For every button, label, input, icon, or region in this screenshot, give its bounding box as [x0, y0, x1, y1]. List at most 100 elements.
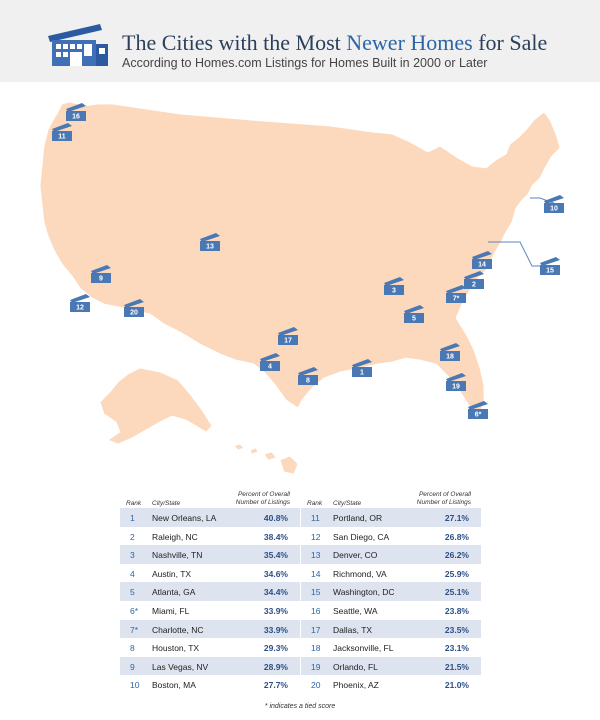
rank-cell: 15: [311, 587, 321, 598]
house-marker-icon: [260, 361, 280, 371]
marker-label: 20: [130, 310, 138, 317]
city-marker: 13: [200, 233, 220, 251]
marker-label: 5: [412, 316, 416, 323]
city-marker: 8: [298, 367, 318, 385]
house-marker-icon: [66, 111, 86, 121]
rankings-table-right: Rank City/State Percent of Overall Number…: [301, 488, 481, 694]
percent-cell: 25.1%: [444, 587, 469, 598]
house-marker-icon: [446, 381, 466, 391]
table-row: 16 Seattle, WA 23.8%: [301, 600, 481, 620]
city-header: City/State: [333, 500, 362, 507]
city-marker: 6*: [468, 401, 488, 419]
table-row: 3 Nashville, TN 35.4%: [120, 545, 300, 564]
table-row: 17 Dallas, TX 23.5%: [301, 619, 481, 639]
house-marker-roof-icon: [404, 305, 424, 314]
city-cell: Washington, DC: [333, 587, 395, 598]
house-marker-icon: [544, 203, 564, 213]
percent-cell: 23.1%: [444, 643, 469, 654]
house-marker-roof-icon: [540, 257, 560, 266]
table-row: 20 Phoenix, AZ 21.0%: [301, 675, 481, 694]
house-marker-icon: [91, 273, 111, 283]
percent-cell: 27.1%: [444, 513, 469, 523]
house-marker-roof-icon: [91, 265, 111, 274]
city-marker: 17: [278, 327, 298, 345]
alaska-landmass: [99, 367, 213, 445]
table-row: 8 Houston, TX 29.3%: [120, 638, 300, 657]
marker-label: 7*: [453, 296, 460, 303]
house-marker-icon: [52, 131, 72, 141]
marker-label: 15: [546, 268, 554, 275]
city-marker: 15: [540, 257, 560, 275]
house-marker-icon: [440, 351, 460, 361]
marker-label: 4: [268, 364, 272, 371]
rank-cell: 11: [311, 513, 320, 523]
city-marker: 20: [124, 299, 144, 317]
rank-cell: 3: [130, 550, 135, 561]
house-marker-icon: [468, 409, 488, 419]
city-marker: 7*: [446, 285, 466, 303]
house-marker-icon: [70, 302, 90, 312]
city-marker: 1: [352, 359, 372, 377]
city-cell: Miami, FL: [152, 605, 190, 616]
house-marker-roof-icon: [278, 327, 298, 336]
marker-label: 13: [206, 244, 214, 251]
marker-label: 2: [472, 282, 476, 289]
rank-header: Rank: [307, 500, 323, 507]
rank-cell: 20: [311, 680, 321, 691]
city-cell: Raleigh, NC: [152, 531, 198, 542]
house-marker-icon: [200, 241, 220, 251]
city-cell: San Diego, CA: [333, 531, 390, 542]
percent-cell: 23.5%: [444, 624, 469, 635]
rank-cell: 7*: [130, 624, 139, 635]
rank-cell: 16: [311, 605, 321, 616]
city-cell: Charlotte, NC: [152, 624, 204, 635]
house-marker-roof-icon: [200, 233, 220, 242]
rankings-table-left: Rank City/State Percent of Overall Number…: [120, 488, 300, 694]
house-marker-icon: [446, 293, 466, 303]
house-marker-icon: [352, 367, 372, 377]
marker-label: 9: [99, 276, 103, 283]
hawaii-landmass: [233, 443, 299, 475]
city-cell: Las Vegas, NV: [152, 661, 209, 672]
city-header: City/State: [152, 500, 181, 507]
rank-cell: 8: [130, 643, 135, 654]
marker-label: 10: [550, 206, 558, 213]
rank-cell: 19: [311, 661, 321, 672]
marker-label: 1: [360, 370, 364, 377]
house-marker-roof-icon: [52, 123, 72, 132]
percent-cell: 38.4%: [263, 531, 288, 542]
house-marker-icon: [472, 259, 492, 269]
house-marker-icon: [278, 335, 298, 345]
house-marker-icon: [124, 307, 144, 317]
marker-label: 8: [306, 378, 310, 385]
percent-header: Percent of Overall Number of Listings: [416, 491, 471, 506]
city-marker: 4: [260, 353, 280, 371]
rank-cell: 2: [130, 531, 135, 542]
footnote: * indicates a tied score: [264, 703, 336, 710]
marker-label: 6*: [475, 412, 482, 419]
percent-cell: 28.9%: [263, 661, 288, 672]
percent-cell: 23.8%: [444, 605, 469, 616]
city-cell: Dallas, TX: [333, 624, 373, 635]
table-row: 4 Austin, TX 34.6%: [120, 563, 300, 583]
house-marker-roof-icon: [440, 343, 460, 352]
percent-cell: 34.4%: [263, 587, 288, 598]
marker-label: 14: [478, 262, 486, 269]
city-marker: 16: [66, 103, 86, 121]
table-row: 9 Las Vegas, NV 28.9%: [120, 656, 300, 676]
marker-label: 16: [72, 114, 80, 121]
percent-cell: 33.9%: [263, 624, 288, 635]
house-marker-roof-icon: [446, 373, 466, 382]
table-row: 2 Raleigh, NC 38.4%: [120, 526, 300, 546]
table-row: 18 Jacksonville, FL 23.1%: [301, 638, 481, 657]
house-marker-icon: [540, 265, 560, 275]
marker-label: 19: [452, 384, 460, 391]
city-cell: Nashville, TN: [152, 550, 203, 561]
percent-cell: 21.5%: [444, 661, 469, 672]
house-logo-icon: [48, 24, 108, 66]
rank-cell: 1: [130, 513, 135, 523]
percent-cell: 25.9%: [444, 568, 469, 579]
house-marker-roof-icon: [124, 299, 144, 308]
city-cell: Denver, CO: [333, 550, 378, 561]
house-marker-roof-icon: [472, 251, 492, 260]
